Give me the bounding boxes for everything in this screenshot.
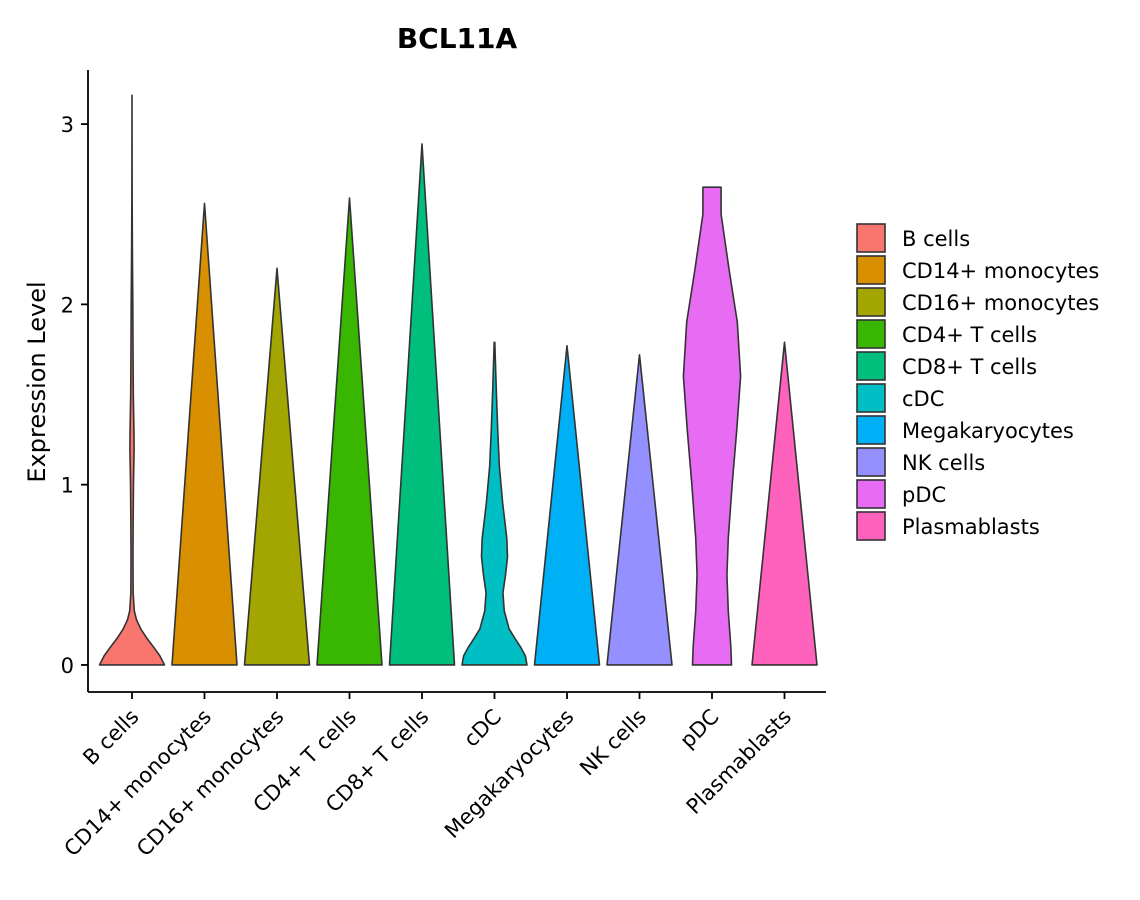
violin-group [98,94,818,666]
y-tick-label: 2 [61,293,74,317]
legend-key-cd16plus-monocytes [856,287,886,317]
legend-label: CD14+ monocytes [902,259,1099,283]
legend-label: CD4+ T cells [902,323,1037,347]
legend-label: CD16+ monocytes [902,291,1099,315]
x-tick-label-megakaryocytes: Megakaryocytes [440,705,579,844]
violin-cd4plus-t-cells [316,197,383,666]
axes [87,70,826,693]
legend-item-megakaryocytes: Megakaryocytes [856,415,1074,445]
legend-key-cd14plus-monocytes [856,255,886,285]
legend-item-cd8plus-t-cells: CD8+ T cells [856,351,1037,381]
y-tick-label: 1 [61,474,74,498]
violin-pdc [682,186,742,666]
y-axis-label: Expression Level [23,281,51,482]
legend-item-cd14plus-monocytes: CD14+ monocytes [856,255,1099,285]
legend-key-b-cells [856,223,886,253]
violin-cdc [461,341,528,666]
legend-item-pdc: pDC [856,479,946,509]
chart-title: BCL11A [397,22,518,55]
legend-item-b-cells: B cells [856,223,970,253]
legend-key-cdc [856,383,886,413]
legend-label: Megakaryocytes [902,419,1074,443]
x-tick-label-b-cells: B cells [78,705,143,770]
violin-nk-cells [606,354,673,666]
legend-label: cDC [902,387,944,411]
y-tick-label: 3 [61,113,74,137]
violin-plasmablasts [751,341,818,666]
y-tick-label: 0 [61,654,74,678]
legend: B cells CD14+ monocytes CD16+ monocytes CD4… [856,223,1099,541]
violin-megakaryocytes [533,345,601,666]
x-tick-label-pdc: pDC [675,705,723,753]
legend-key-nk-cells [856,447,886,477]
violin-cd14plus-monocytes [171,202,238,666]
violin-b-cells [98,94,166,666]
legend-label: CD8+ T cells [902,355,1037,379]
x-tick-label-nk-cells: NK cells [575,705,651,781]
legend-item-cdc: cDC [856,383,944,413]
legend-label: B cells [902,227,970,251]
legend-key-pdc [856,479,886,509]
legend-key-plasmablasts [856,511,886,541]
legend-label: Plasmablasts [902,515,1040,539]
legend-item-cd4plus-t-cells: CD4+ T cells [856,319,1037,349]
y-ticks: 0 1 2 3 [61,113,88,678]
x-tick-label-cdc: cDC [459,705,506,752]
legend-key-megakaryocytes [856,415,886,445]
legend-item-cd16plus-monocytes: CD16+ monocytes [856,287,1099,317]
legend-item-plasmablasts: Plasmablasts [856,511,1040,541]
legend-item-nk-cells: NK cells [856,447,985,477]
legend-key-cd4plus-t-cells [856,319,886,349]
legend-label: pDC [902,483,946,507]
legend-key-cd8plus-t-cells [856,351,886,381]
violin-cd16plus-monocytes [243,267,311,666]
legend-label: NK cells [902,451,985,475]
violin-cd8plus-t-cells [388,143,456,666]
